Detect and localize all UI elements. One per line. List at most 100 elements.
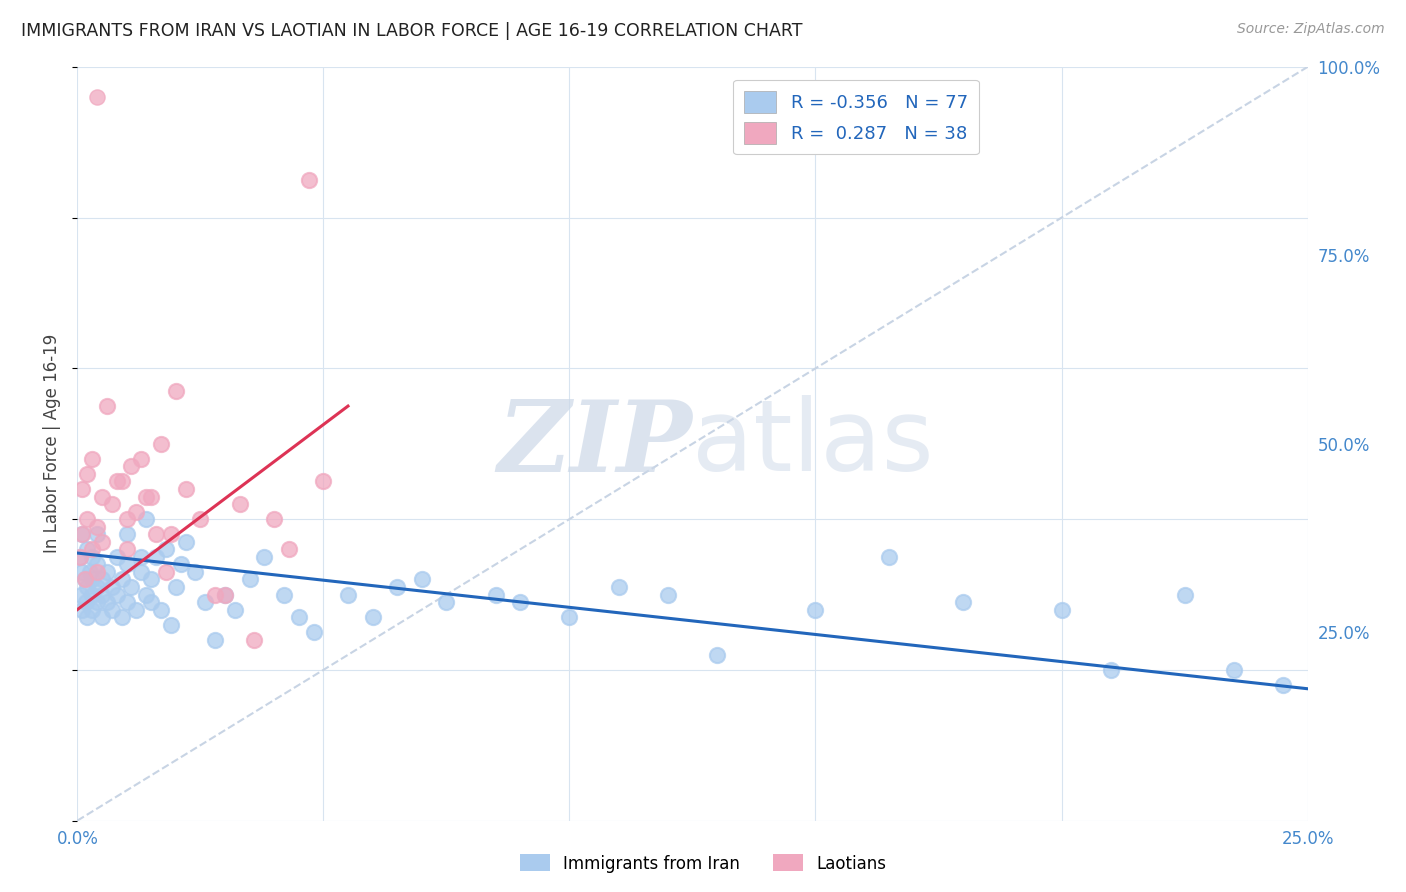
Point [115,512,138,526]
Point [70,602,93,616]
Point [125,505,148,519]
Point [224,602,246,616]
Point [204,588,226,602]
Point [273,588,295,602]
Text: IMMIGRANTS FROM IRAN VS LAOTIAN IN LABOR FORCE | AGE 16-19 CORRELATION CHART: IMMIGRANTS FROM IRAN VS LAOTIAN IN LABOR… [21,22,803,40]
Point [70,527,93,541]
Point [90,534,114,549]
Point [190,512,212,526]
Point [69,549,91,564]
Point [239,573,262,587]
Point [485,588,508,602]
Point [165,384,187,398]
Point [150,602,173,616]
Point [115,527,138,541]
Point [76,512,98,526]
Point [76,610,98,624]
Point [214,588,236,602]
Point [155,565,177,579]
Point [204,632,226,647]
Point [121,580,143,594]
Point [298,173,321,187]
Point [86,527,108,541]
Point [115,558,138,572]
Point [96,565,118,579]
Point [86,519,108,533]
Point [879,549,901,564]
Point [135,490,157,504]
Point [436,595,458,609]
Point [105,475,128,489]
Point [90,610,114,624]
Point [229,497,252,511]
Point [115,542,138,557]
Point [86,580,108,594]
Point [101,497,124,511]
Point [105,549,128,564]
Point [115,595,138,609]
Point [312,475,335,489]
Point [253,549,276,564]
Point [141,490,163,504]
Point [509,595,531,609]
Point [214,588,236,602]
Point [76,467,98,481]
Point [263,512,285,526]
Point [141,595,163,609]
Point [145,527,167,541]
Point [70,482,93,496]
Point [86,90,108,104]
Point [1099,663,1122,677]
Point [160,527,183,541]
Point [86,565,108,579]
Point [302,625,325,640]
Point [278,542,301,557]
Text: Source: ZipAtlas.com: Source: ZipAtlas.com [1237,22,1385,37]
Text: atlas: atlas [693,395,934,492]
Point [194,595,217,609]
Point [155,542,177,557]
Point [150,437,173,451]
Point [1050,602,1073,616]
Point [1174,588,1197,602]
Point [96,399,118,413]
Point [1223,663,1246,677]
Point [111,475,132,489]
Point [96,595,118,609]
Point [170,558,193,572]
Point [82,588,104,602]
Point [131,565,153,579]
Point [82,451,104,466]
Point [607,580,630,594]
Point [131,549,153,564]
Point [111,610,132,624]
Point [70,588,93,602]
Legend: Immigrants from Iran, Laotians: Immigrants from Iran, Laotians [513,847,893,880]
Point [361,610,384,624]
Point [90,588,114,602]
Point [76,580,98,594]
Point [411,573,433,587]
Point [243,632,266,647]
Point [79,565,101,579]
Point [160,617,183,632]
Legend: R = -0.356   N = 77, R =  0.287   N = 38: R = -0.356 N = 77, R = 0.287 N = 38 [733,79,979,154]
Point [90,490,114,504]
Point [337,588,360,602]
Point [70,565,93,579]
Point [1272,678,1295,692]
Point [82,602,104,616]
Point [125,602,148,616]
Point [82,573,104,587]
Point [75,595,97,609]
Point [135,588,157,602]
Point [174,534,197,549]
Point [76,542,98,557]
Point [141,573,163,587]
Point [90,573,114,587]
Point [69,549,91,564]
Point [105,588,128,602]
Point [86,558,108,572]
Text: ZIP: ZIP [498,395,693,492]
Point [804,602,827,616]
